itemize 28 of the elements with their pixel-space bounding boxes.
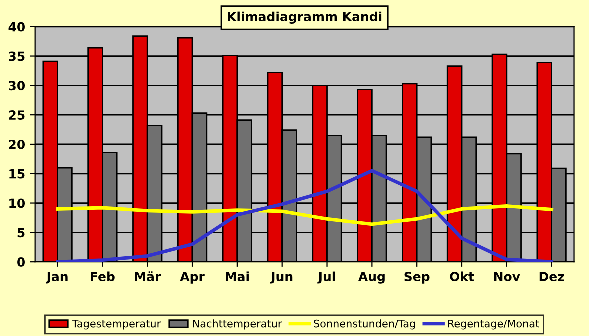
x-tick-label: Mär: [135, 272, 162, 282]
x-tick-label: Sep: [404, 272, 430, 284]
x-tick-label: Aug: [358, 272, 385, 284]
x-tick-label: Jan: [46, 272, 68, 284]
y-tick-label: 0: [18, 258, 26, 268]
y-tick-label: 40: [8, 22, 26, 32]
x-tick-label: Jun: [270, 272, 293, 284]
x-tick-label: Feb: [91, 272, 115, 282]
x-tick-label: Apr: [180, 272, 205, 284]
y-tick-label: 25: [9, 110, 25, 120]
line-series: [56, 204, 554, 226]
chart-title: Klimadiagramm Kandi: [228, 12, 382, 24]
legend-label: Sonnenstunden/Tag: [314, 320, 416, 330]
y-tick-label: 30: [9, 81, 26, 91]
x-tick-label: Nov: [494, 272, 520, 282]
x-tick-label: Dez: [540, 272, 564, 282]
x-tick-label: Jul: [318, 272, 336, 284]
legend-label: Regentage/Monat: [448, 320, 540, 330]
legend-label: Tagestemperatur: [72, 320, 162, 330]
y-tick-label: 35: [9, 52, 25, 62]
x-tick-label: Mai: [226, 272, 249, 282]
y-tick-label: 20: [9, 140, 26, 150]
legend-label: Nachttemperatur: [193, 320, 282, 330]
y-tick-label: 5: [18, 228, 25, 238]
line-series: [56, 169, 554, 262]
x-tick-label: Okt: [450, 272, 474, 282]
y-tick-label: 10: [10, 198, 26, 208]
y-tick-label: 15: [10, 170, 25, 179]
